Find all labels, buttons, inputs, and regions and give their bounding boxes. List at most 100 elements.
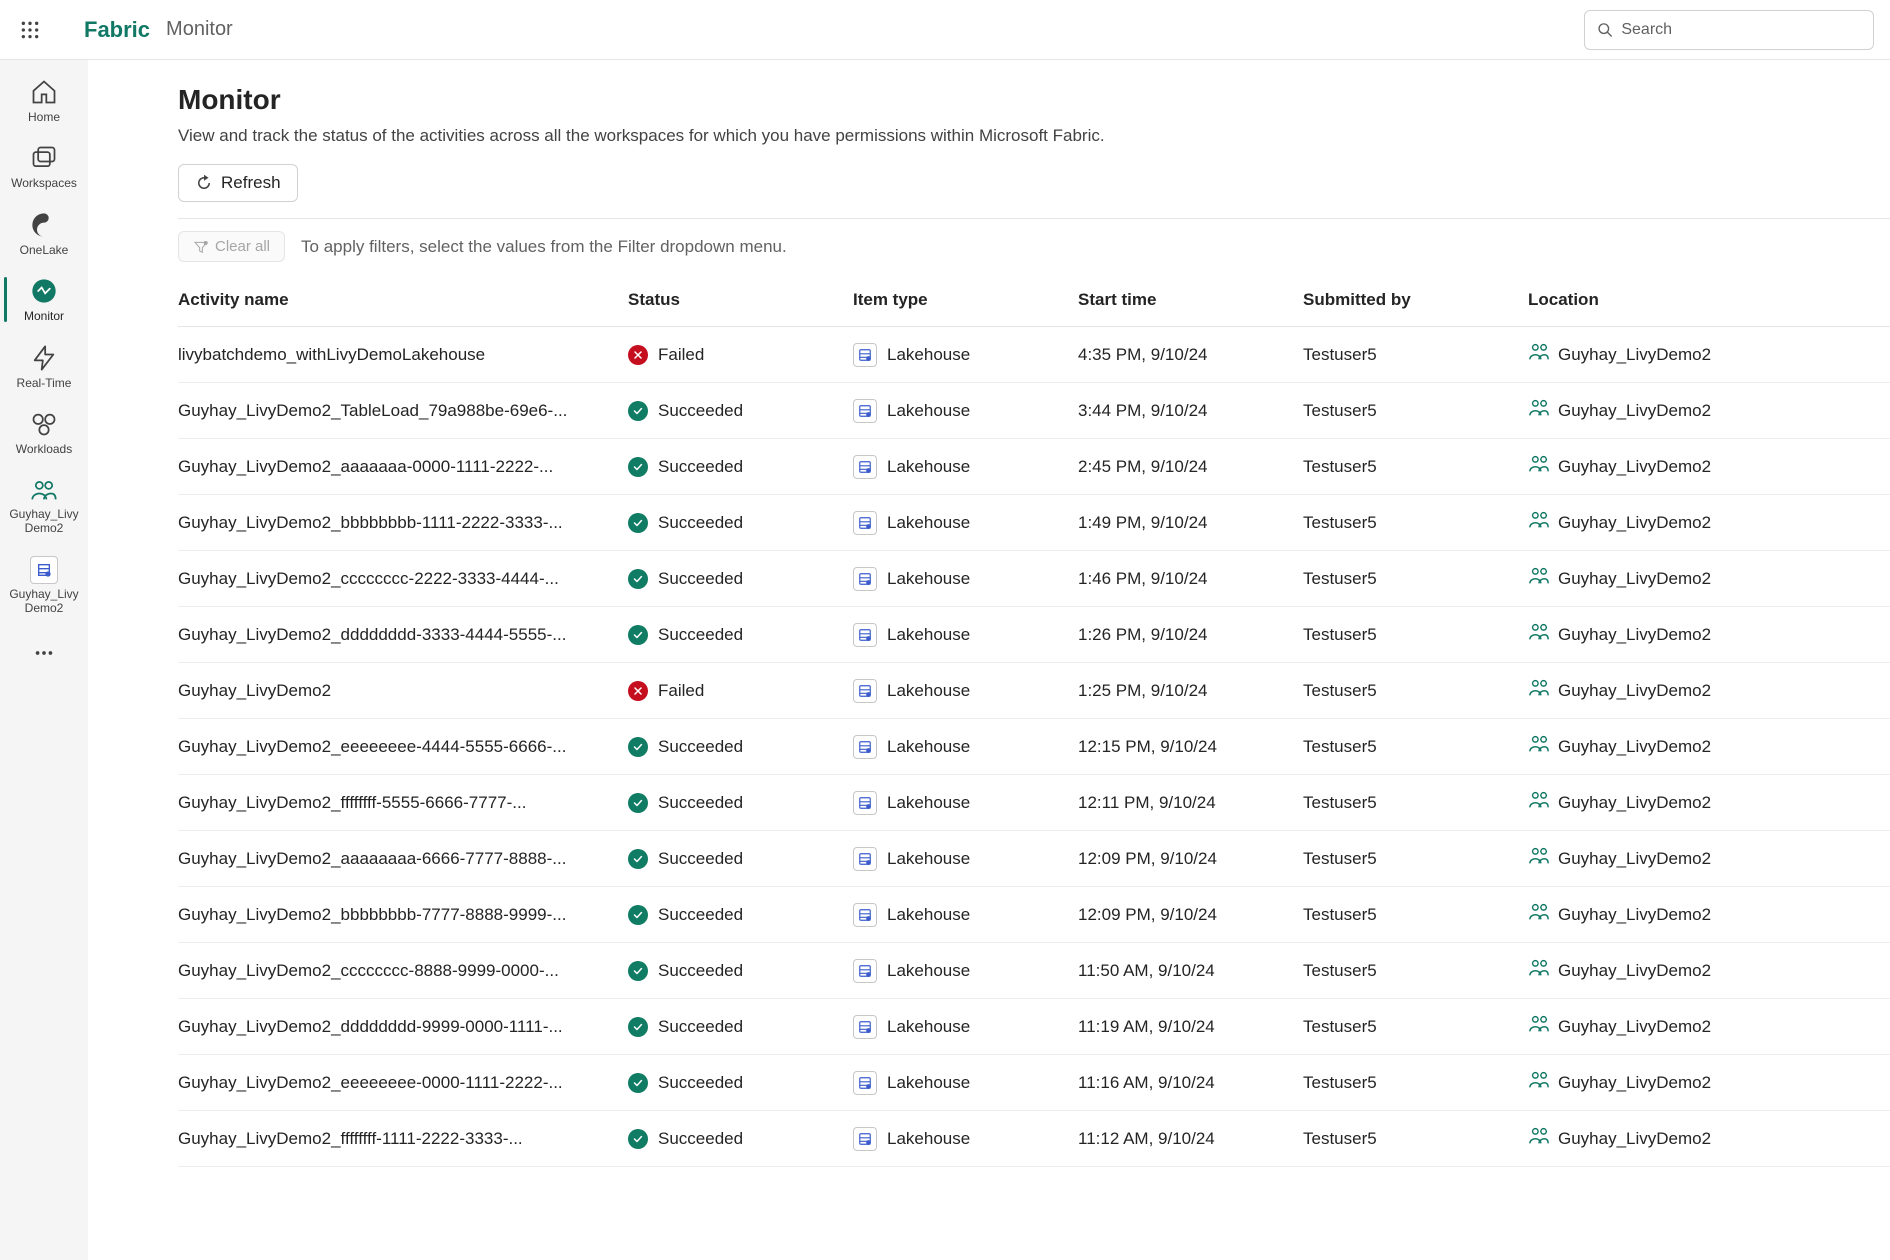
submitted-by: Testuser5 <box>1303 345 1377 364</box>
start-time: 1:46 PM, 9/10/24 <box>1078 569 1207 588</box>
location-name[interactable]: Guyhay_LivyDemo2 <box>1558 737 1711 757</box>
activity-name[interactable]: Guyhay_LivyDemo2_aaaaaaaa-6666-7777-8888… <box>178 849 598 869</box>
activity-name[interactable]: Guyhay_LivyDemo2_cccccccc-2222-3333-4444… <box>178 569 598 589</box>
table-row[interactable]: Guyhay_LivyDemo2_TableLoad_79a988be-69e6… <box>178 383 1890 439</box>
location-name[interactable]: Guyhay_LivyDemo2 <box>1558 961 1711 981</box>
status-label: Succeeded <box>658 905 743 925</box>
submitted-by: Testuser5 <box>1303 905 1377 924</box>
lakehouse-icon <box>853 679 877 703</box>
activity-table: Activity name Status Item type Start tim… <box>178 274 1890 1167</box>
sidebar-item-realtime[interactable]: Real-Time <box>4 334 84 398</box>
activity-name[interactable]: Guyhay_LivyDemo2_TableLoad_79a988be-69e6… <box>178 401 598 421</box>
sidebar-item-workspace-2[interactable]: Guyhay_Livy Demo2 <box>4 546 84 624</box>
activity-name[interactable]: Guyhay_LivyDemo2_cccccccc-8888-9999-0000… <box>178 961 598 981</box>
location-name[interactable]: Guyhay_LivyDemo2 <box>1558 513 1711 533</box>
start-time: 12:11 PM, 9/10/24 <box>1078 793 1216 812</box>
start-time: 2:45 PM, 9/10/24 <box>1078 457 1207 476</box>
col-header-status[interactable]: Status <box>628 274 853 327</box>
location-name[interactable]: Guyhay_LivyDemo2 <box>1558 849 1711 869</box>
start-time: 11:19 AM, 9/10/24 <box>1078 1017 1215 1036</box>
status-icon <box>628 793 648 813</box>
table-row[interactable]: Guyhay_LivyDemo2_cccccccc-2222-3333-4444… <box>178 551 1890 607</box>
table-row[interactable]: Guyhay_LivyDemo2_ffffffff-5555-6666-7777… <box>178 775 1890 831</box>
table-row[interactable]: Guyhay_LivyDemo2_aaaaaaa-0000-1111-2222-… <box>178 439 1890 495</box>
col-header-location[interactable]: Location <box>1528 274 1890 327</box>
status-label: Succeeded <box>658 625 743 645</box>
table-row[interactable]: Guyhay_LivyDemo2_ffffffff-1111-2222-3333… <box>178 1111 1890 1167</box>
location-name[interactable]: Guyhay_LivyDemo2 <box>1558 905 1711 925</box>
home-icon <box>30 78 58 106</box>
status-icon <box>628 401 648 421</box>
sidebar-item-workspace-1[interactable]: Guyhay_Livy Demo2 <box>4 466 84 544</box>
itemtype-label: Lakehouse <box>887 961 970 981</box>
sidebar-item-monitor[interactable]: Monitor <box>4 267 84 331</box>
table-row[interactable]: livybatchdemo_withLivyDemoLakehouseFaile… <box>178 327 1890 383</box>
status-icon <box>628 849 648 869</box>
table-row[interactable]: Guyhay_LivyDemo2_bbbbbbbb-7777-8888-9999… <box>178 887 1890 943</box>
sidebar-item-workspaces[interactable]: Workspaces <box>4 134 84 198</box>
submitted-by: Testuser5 <box>1303 625 1377 644</box>
table-row[interactable]: Guyhay_LivyDemo2_eeeeeeee-4444-5555-6666… <box>178 719 1890 775</box>
location-name[interactable]: Guyhay_LivyDemo2 <box>1558 625 1711 645</box>
sidebar-item-label: Guyhay_Livy Demo2 <box>9 588 78 616</box>
search-icon <box>1597 21 1613 39</box>
location-name[interactable]: Guyhay_LivyDemo2 <box>1558 1073 1711 1093</box>
lakehouse-icon <box>30 556 58 584</box>
col-header-start[interactable]: Start time <box>1078 274 1303 327</box>
app-launcher-button[interactable] <box>0 0 60 60</box>
status-label: Succeeded <box>658 849 743 869</box>
location-name[interactable]: Guyhay_LivyDemo2 <box>1558 1129 1711 1149</box>
sidebar-item-onelake[interactable]: OneLake <box>4 201 84 265</box>
location-name[interactable]: Guyhay_LivyDemo2 <box>1558 1017 1711 1037</box>
activity-name[interactable]: Guyhay_LivyDemo2_aaaaaaa-0000-1111-2222-… <box>178 457 598 477</box>
activity-name[interactable]: Guyhay_LivyDemo2 <box>178 681 598 701</box>
lakehouse-icon <box>853 399 877 423</box>
monitor-icon <box>30 277 58 305</box>
sidebar-more-button[interactable] <box>4 630 84 676</box>
table-row[interactable]: Guyhay_LivyDemo2_aaaaaaaa-6666-7777-8888… <box>178 831 1890 887</box>
people-icon <box>1528 789 1558 816</box>
workloads-icon <box>30 410 58 438</box>
col-header-submitted[interactable]: Submitted by <box>1303 274 1528 327</box>
activity-name[interactable]: Guyhay_LivyDemo2_bbbbbbbb-1111-2222-3333… <box>178 513 598 533</box>
col-header-itemtype[interactable]: Item type <box>853 274 1078 327</box>
col-header-activity[interactable]: Activity name <box>178 274 628 327</box>
location-name[interactable]: Guyhay_LivyDemo2 <box>1558 681 1711 701</box>
table-row[interactable]: Guyhay_LivyDemo2_eeeeeeee-0000-1111-2222… <box>178 1055 1890 1111</box>
activity-name[interactable]: Guyhay_LivyDemo2_ffffffff-1111-2222-3333… <box>178 1129 598 1149</box>
activity-name[interactable]: Guyhay_LivyDemo2_dddddddd-9999-0000-1111… <box>178 1017 598 1037</box>
location-name[interactable]: Guyhay_LivyDemo2 <box>1558 793 1711 813</box>
activity-name[interactable]: Guyhay_LivyDemo2_eeeeeeee-0000-1111-2222… <box>178 1073 598 1093</box>
activity-name[interactable]: Guyhay_LivyDemo2_dddddddd-3333-4444-5555… <box>178 625 598 645</box>
location-name[interactable]: Guyhay_LivyDemo2 <box>1558 457 1711 477</box>
location-name[interactable]: Guyhay_LivyDemo2 <box>1558 401 1711 421</box>
sidebar: Home Workspaces OneLake Monitor Real-Tim… <box>0 60 88 1260</box>
activity-name[interactable]: Guyhay_LivyDemo2_bbbbbbbb-7777-8888-9999… <box>178 905 598 925</box>
brand-name[interactable]: Fabric <box>84 17 150 43</box>
activity-name[interactable]: Guyhay_LivyDemo2_eeeeeeee-4444-5555-6666… <box>178 737 598 757</box>
activity-name[interactable]: livybatchdemo_withLivyDemoLakehouse <box>178 345 598 365</box>
status-icon <box>628 1017 648 1037</box>
location-name[interactable]: Guyhay_LivyDemo2 <box>1558 569 1711 589</box>
itemtype-label: Lakehouse <box>887 457 970 477</box>
table-row[interactable]: Guyhay_LivyDemo2_cccccccc-8888-9999-0000… <box>178 943 1890 999</box>
sidebar-item-home[interactable]: Home <box>4 68 84 132</box>
status-icon <box>628 569 648 589</box>
location-name[interactable]: Guyhay_LivyDemo2 <box>1558 345 1711 365</box>
search-box[interactable] <box>1584 10 1874 50</box>
people-icon <box>1528 845 1558 872</box>
sidebar-item-label: Home <box>28 110 60 124</box>
table-row[interactable]: Guyhay_LivyDemo2_dddddddd-3333-4444-5555… <box>178 607 1890 663</box>
people-icon <box>1528 621 1558 648</box>
table-row[interactable]: Guyhay_LivyDemo2_dddddddd-9999-0000-1111… <box>178 999 1890 1055</box>
clear-all-button[interactable]: Clear all <box>178 231 285 262</box>
table-row[interactable]: Guyhay_LivyDemo2FailedLakehouse1:25 PM, … <box>178 663 1890 719</box>
people-icon <box>1528 509 1558 536</box>
table-row[interactable]: Guyhay_LivyDemo2_bbbbbbbb-1111-2222-3333… <box>178 495 1890 551</box>
activity-name[interactable]: Guyhay_LivyDemo2_ffffffff-5555-6666-7777… <box>178 793 598 813</box>
search-input[interactable] <box>1621 21 1861 39</box>
sidebar-item-workloads[interactable]: Workloads <box>4 400 84 464</box>
refresh-button[interactable]: Refresh <box>178 164 298 202</box>
people-icon <box>1528 1125 1558 1152</box>
submitted-by: Testuser5 <box>1303 457 1377 476</box>
